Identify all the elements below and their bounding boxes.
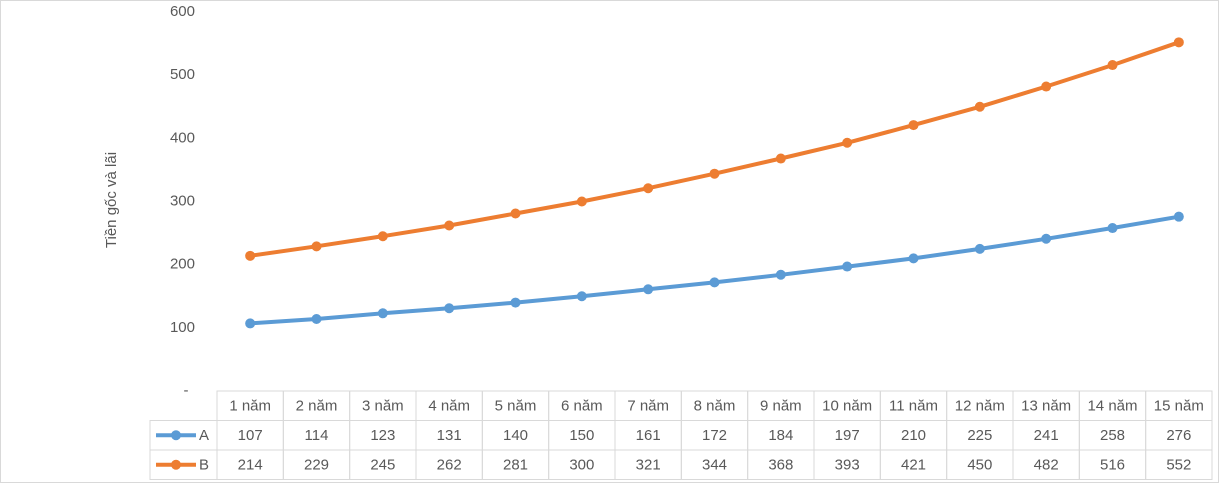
data-point [974,101,985,112]
data-point [311,313,322,324]
data-point [245,318,256,329]
x-tick-label: 15 năm [1154,398,1204,415]
legend-label: B [199,457,209,474]
x-tick-label: 10 năm [822,398,872,415]
table-value: 241 [1034,427,1059,444]
data-point [377,308,388,319]
table-value: 161 [636,427,661,444]
data-point [311,241,322,252]
y-tick-label: 200 [170,256,195,273]
data-point [709,168,720,179]
table-value: 368 [768,457,793,474]
data-point [1107,60,1118,71]
data-point [908,120,919,131]
x-tick-label: 8 năm [694,398,736,415]
legend-marker [171,459,181,470]
table-value: 482 [1034,457,1059,474]
table-cell [1145,449,1213,480]
y-tick-label: 300 [170,192,195,209]
x-tick-label: 7 năm [627,398,669,415]
data-point [709,277,720,288]
data-point [576,196,587,207]
table-value: 131 [437,427,462,444]
y-tick-label: 100 [170,319,195,336]
table-value: 276 [1166,427,1191,444]
x-tick-label: 11 năm [889,398,938,415]
x-tick-label: 13 năm [1021,398,1071,415]
data-point [1041,81,1052,92]
data-point [377,231,388,242]
table-value: 262 [437,457,462,474]
table-value: 393 [835,457,860,474]
table-value: 225 [967,427,992,444]
data-point [444,303,455,314]
y-tick-label: 500 [170,66,195,83]
table-value: 281 [503,457,528,474]
data-point [643,284,654,295]
data-point [842,261,853,272]
y-tick-label: 400 [170,129,195,146]
table-value: 229 [304,457,329,474]
table-value: 245 [370,457,395,474]
data-point [444,220,455,231]
table-value: 552 [1166,457,1191,474]
data-point [908,253,919,264]
data-point [510,208,521,219]
table-value: 210 [901,427,926,444]
table-value: 421 [901,457,926,474]
data-point [1173,37,1184,48]
data-point [643,183,654,194]
y-axis-title: Tiền gốc và lãi [103,152,120,248]
data-point [1041,233,1052,244]
table-value: 321 [636,457,661,474]
y-tick-label: 600 [170,3,195,20]
legend-label: A [199,427,209,444]
data-point [510,297,521,308]
data-point [842,137,853,148]
x-tick-label: 14 năm [1087,398,1137,415]
x-tick-label: 9 năm [760,398,802,415]
table-value: 140 [503,427,528,444]
data-point [245,250,256,261]
table-value: 123 [370,427,395,444]
data-point [775,153,786,164]
table-value: 344 [702,457,727,474]
data-point [576,291,587,302]
table-value: 184 [768,427,793,444]
table-value: 150 [569,427,594,444]
x-tick-label: 5 năm [495,398,537,415]
table-value: 107 [238,427,263,444]
data-point [974,243,985,254]
table-value: 172 [702,427,727,444]
x-tick-label: 4 năm [428,398,470,415]
x-tick-label: 3 năm [362,398,404,415]
table-value: 258 [1100,427,1125,444]
table-value: 214 [238,457,263,474]
x-tick-label: 6 năm [561,398,603,415]
table-value: 450 [967,457,992,474]
table-value: 114 [305,427,329,444]
x-tick-label: 12 năm [955,398,1005,415]
data-point [1107,223,1118,234]
table-value: 197 [835,427,860,444]
table-value: 516 [1100,457,1125,474]
table-value: 300 [569,457,594,474]
legend-marker [171,430,181,441]
y-tick-label: - [184,382,189,399]
data-point [1173,211,1184,222]
x-tick-label: 1 năm [229,398,271,415]
data-point [775,269,786,280]
x-tick-label: 2 năm [296,398,338,415]
